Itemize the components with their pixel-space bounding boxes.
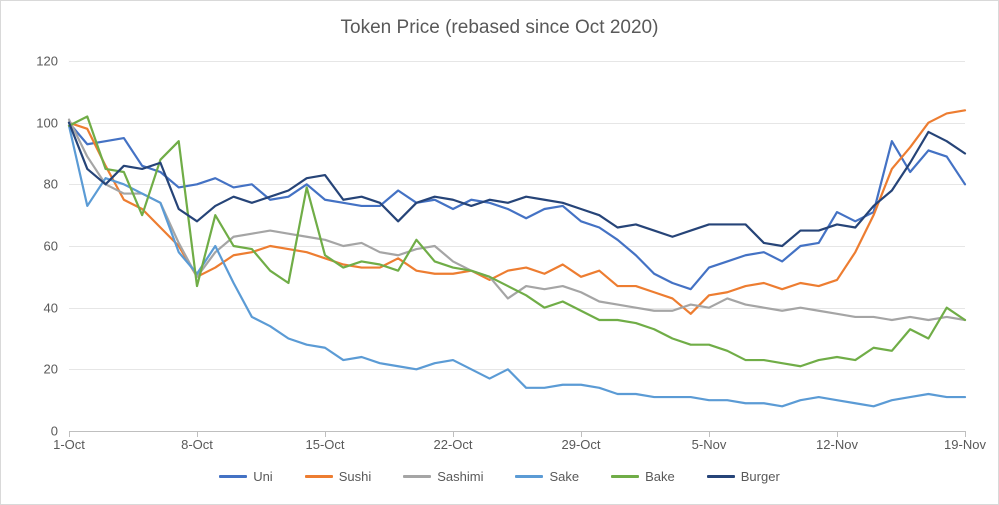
x-tick [69, 431, 70, 437]
legend-swatch [403, 475, 431, 478]
legend-item-sashimi: Sashimi [403, 468, 483, 484]
chart-container: Token Price (rebased since Oct 2020) 0 20… [0, 0, 999, 505]
legend-item-bake: Bake [611, 468, 675, 484]
y-tick-label: 80 [8, 177, 58, 192]
legend-label: Bake [645, 469, 675, 484]
legend-item-sake: Sake [515, 468, 579, 484]
series-burger [69, 123, 965, 246]
x-tick-label: 1-Oct [53, 437, 85, 452]
x-tick-label: 29-Oct [561, 437, 600, 452]
series-sushi [69, 110, 965, 314]
x-tick [837, 431, 838, 437]
x-tick [197, 431, 198, 437]
x-tick [581, 431, 582, 437]
legend-label: Sushi [339, 469, 372, 484]
x-tick-label: 12-Nov [816, 437, 858, 452]
y-tick-label: 120 [8, 54, 58, 69]
x-tick [453, 431, 454, 437]
legend: Uni Sushi Sashimi Sake Bake Burger [1, 467, 998, 484]
legend-item-uni: Uni [219, 468, 273, 484]
y-tick-label: 100 [8, 115, 58, 130]
legend-item-sushi: Sushi [305, 468, 372, 484]
legend-label: Burger [741, 469, 780, 484]
x-tick-label: 5-Nov [692, 437, 727, 452]
y-tick-label: 20 [8, 362, 58, 377]
x-tick-label: 8-Oct [181, 437, 213, 452]
y-tick-label: 60 [8, 239, 58, 254]
legend-label: Sake [549, 469, 579, 484]
legend-label: Sashimi [437, 469, 483, 484]
x-tick [709, 431, 710, 437]
series-sake [69, 126, 965, 407]
series-svg [69, 61, 965, 431]
x-tick [965, 431, 966, 437]
x-tick-label: 22-Oct [433, 437, 472, 452]
x-tick [325, 431, 326, 437]
legend-label: Uni [253, 469, 273, 484]
y-tick-label: 0 [8, 424, 58, 439]
y-tick-label: 40 [8, 300, 58, 315]
legend-swatch [219, 475, 247, 478]
legend-swatch [305, 475, 333, 478]
x-tick-label: 19-Nov [944, 437, 986, 452]
legend-swatch [515, 475, 543, 478]
legend-swatch [707, 475, 735, 478]
series-bake [69, 117, 965, 367]
plot-area [69, 61, 965, 432]
x-tick-label: 15-Oct [305, 437, 344, 452]
legend-swatch [611, 475, 639, 478]
legend-item-burger: Burger [707, 468, 780, 484]
chart-title: Token Price (rebased since Oct 2020) [1, 17, 998, 39]
